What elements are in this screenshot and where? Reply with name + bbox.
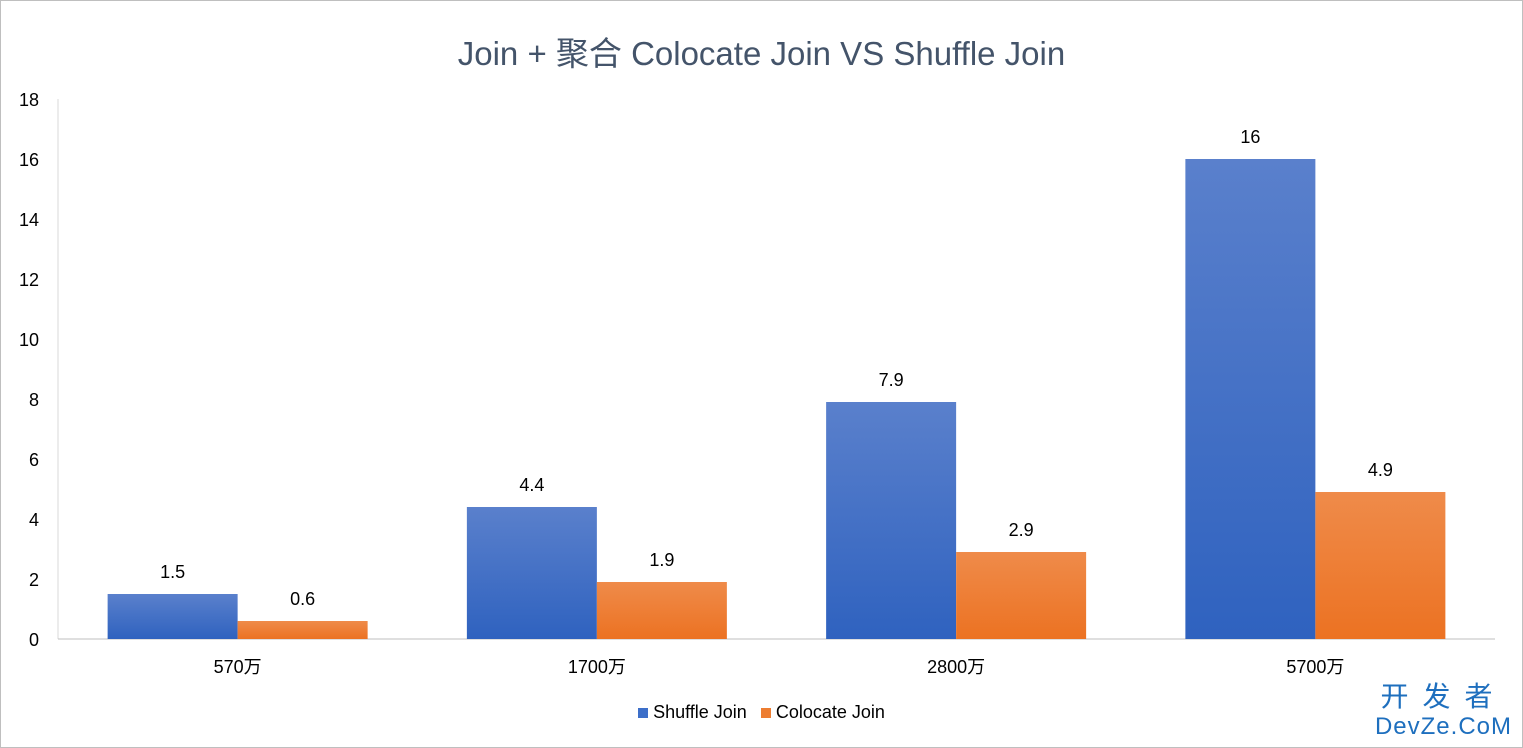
y-tick-label: 4 xyxy=(29,510,39,530)
bar-shuffle-join xyxy=(466,507,597,639)
legend-label-colocate-join: Colocate Join xyxy=(775,702,885,722)
data-label-colocate-join: 1.9 xyxy=(649,550,674,570)
y-tick-label: 12 xyxy=(19,270,39,290)
y-tick-label: 6 xyxy=(29,450,39,470)
legend-item-colocate-join: Colocate Join xyxy=(760,702,885,723)
legend-swatch-shuffle-join xyxy=(638,707,649,718)
bar-shuffle-join xyxy=(1185,159,1316,639)
bar-colocate-join xyxy=(237,621,368,639)
legend-swatch-colocate-join xyxy=(760,707,771,718)
legend: Shuffle Join Colocate Join xyxy=(1,702,1522,723)
data-label-colocate-join: 2.9 xyxy=(1009,520,1034,540)
legend-label-shuffle-join: Shuffle Join xyxy=(653,702,747,722)
x-category-label: 570万 xyxy=(214,657,262,677)
data-label-shuffle-join: 7.9 xyxy=(879,370,904,390)
bar-colocate-join xyxy=(956,552,1087,639)
y-tick-label: 16 xyxy=(19,150,39,170)
y-tick-label: 18 xyxy=(19,90,39,110)
data-label-shuffle-join: 4.4 xyxy=(519,475,544,495)
y-tick-label: 8 xyxy=(29,390,39,410)
bar-shuffle-join xyxy=(826,402,957,639)
watermark-top: 开发者 xyxy=(1380,681,1507,712)
data-label-shuffle-join: 1.5 xyxy=(160,562,185,582)
data-label-colocate-join: 0.6 xyxy=(290,589,315,609)
y-tick-label: 0 xyxy=(29,630,39,650)
bar-colocate-join xyxy=(596,582,727,639)
data-label-shuffle-join: 16 xyxy=(1240,127,1260,147)
chart-title: Join + 聚合 Colocate Join VS Shuffle Join xyxy=(457,35,1066,72)
bar-chart-plot: 0 2 4 6 8 10 12 14 16 18 570万 1.5 0.6 1700万 4.4 1.9 2800… xyxy=(19,90,1495,677)
x-category-label: 5700万 xyxy=(1286,657,1344,677)
x-category-label: 2800万 xyxy=(927,657,985,677)
data-label-colocate-join: 4.9 xyxy=(1368,460,1393,480)
y-tick-label: 10 xyxy=(19,330,39,350)
y-tick-label: 2 xyxy=(29,570,39,590)
y-tick-label: 14 xyxy=(19,210,39,230)
bar-colocate-join xyxy=(1315,492,1446,639)
x-category-label: 1700万 xyxy=(568,657,626,677)
legend-item-shuffle-join: Shuffle Join xyxy=(638,702,747,723)
watermark: 开发者 DevZe.CoM xyxy=(1375,681,1512,741)
bar-shuffle-join xyxy=(107,594,238,639)
watermark-bottom: DevZe.CoM xyxy=(1374,713,1512,740)
